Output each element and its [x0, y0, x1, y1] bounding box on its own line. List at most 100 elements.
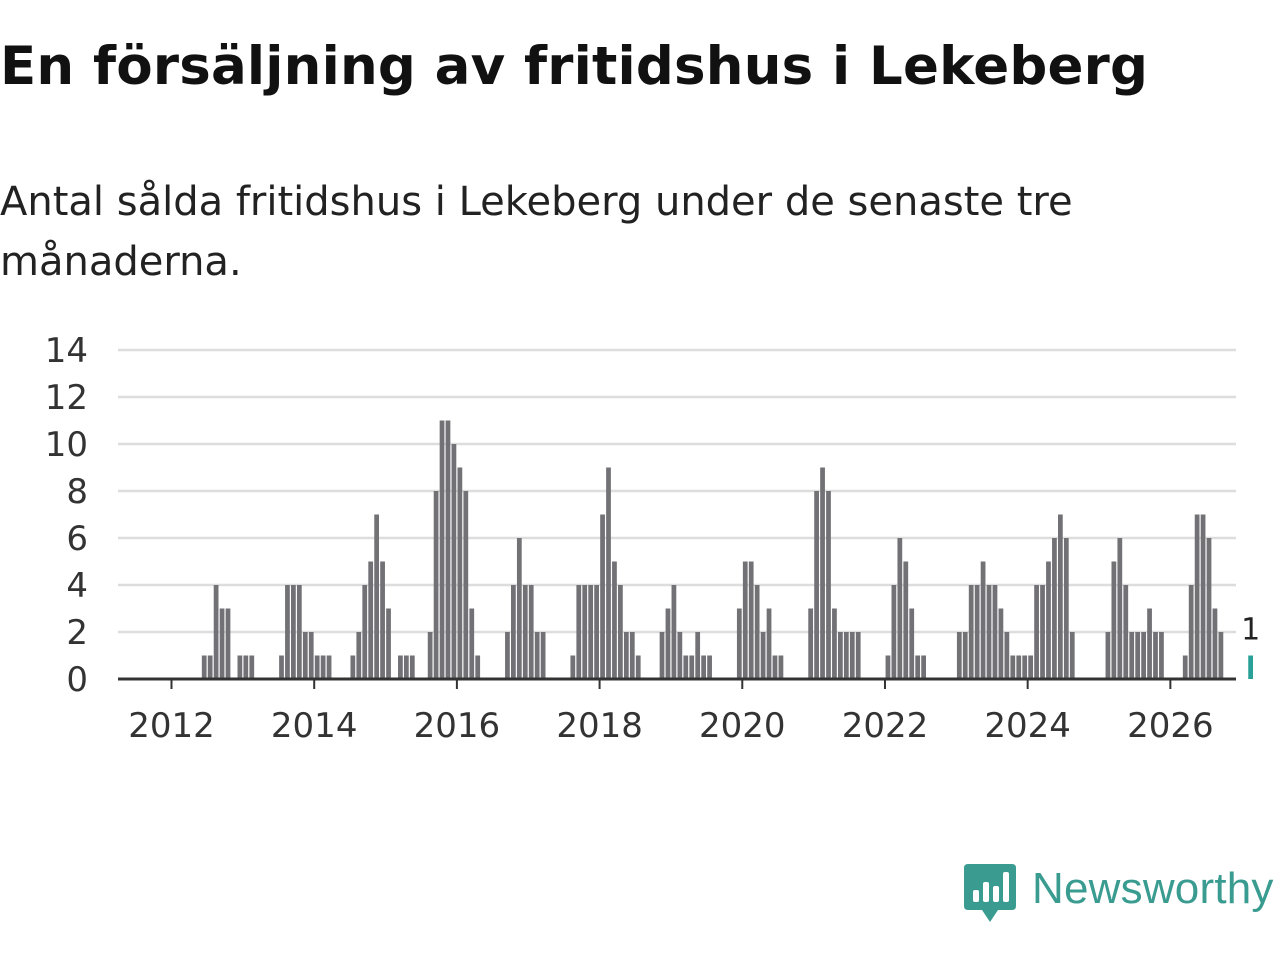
- bar: [956, 632, 962, 679]
- bar: [701, 655, 707, 679]
- bar: [1022, 655, 1028, 679]
- y-tick-label: 6: [66, 519, 88, 559]
- bar: [570, 655, 576, 679]
- bar: [1212, 608, 1218, 679]
- bar: [1206, 538, 1212, 679]
- bar: [528, 585, 534, 679]
- bar: [962, 632, 968, 679]
- bar: [814, 491, 819, 679]
- bar: [1034, 585, 1039, 679]
- newsworthy-logo-icon: [964, 864, 1016, 922]
- bar: [974, 585, 980, 679]
- bar: [457, 467, 463, 679]
- bar: [606, 467, 611, 679]
- bar: [1046, 561, 1051, 679]
- bar: [326, 655, 332, 679]
- bar: [1111, 561, 1117, 679]
- chart-subtitle: Antal sålda fritidshus i Lekeberg under …: [0, 179, 1073, 285]
- bar: [398, 655, 403, 679]
- bar: [409, 655, 415, 679]
- x-tick-label: 2024: [984, 706, 1071, 746]
- bar: [403, 655, 409, 679]
- bar: [629, 632, 635, 679]
- bar: [219, 608, 225, 679]
- x-tick-label: 2020: [699, 706, 786, 746]
- bar: [314, 655, 320, 679]
- bar: [445, 420, 451, 679]
- x-tick-label: 2026: [1127, 706, 1214, 746]
- bar: [748, 561, 754, 679]
- bar: [707, 655, 712, 679]
- bar: [522, 585, 528, 679]
- y-tick-label: 0: [66, 660, 88, 700]
- bar: [1004, 632, 1010, 679]
- x-tick-label: 2014: [271, 706, 358, 746]
- bar: [677, 632, 683, 679]
- bar: [849, 632, 855, 679]
- bar: [380, 561, 385, 679]
- bar: [1129, 632, 1135, 679]
- bar: [356, 632, 362, 679]
- x-tick-label: 2022: [842, 706, 929, 746]
- bar: [992, 585, 998, 679]
- bar: [368, 561, 374, 679]
- brand-name: Newsworthy: [1032, 864, 1274, 913]
- bar: [766, 608, 772, 679]
- bar: [540, 632, 546, 679]
- bar: [891, 585, 897, 679]
- y-tick-label: 4: [66, 566, 88, 606]
- bar: [1188, 585, 1194, 679]
- y-tick-label: 10: [45, 425, 88, 465]
- bar: [778, 655, 784, 679]
- bar: [671, 585, 677, 679]
- bar: [582, 585, 588, 679]
- bar: [1153, 632, 1158, 679]
- bar: [695, 632, 701, 679]
- bar: [1135, 632, 1141, 679]
- bar: [350, 655, 356, 679]
- bar: [374, 514, 380, 679]
- bar: [897, 538, 903, 679]
- bar: [594, 585, 599, 679]
- bar: [291, 585, 296, 679]
- bar: [1182, 655, 1188, 679]
- bar-data-label: 1: [1241, 613, 1260, 648]
- bar: [308, 632, 314, 679]
- bar: [659, 632, 665, 679]
- bar: [612, 561, 617, 679]
- bar: [439, 420, 445, 679]
- bar: [427, 632, 433, 679]
- bar: [808, 608, 814, 679]
- bar: [588, 585, 594, 679]
- bar: [600, 514, 605, 679]
- bar: [832, 608, 837, 679]
- bar: [296, 585, 302, 679]
- bar: [838, 632, 843, 679]
- bar: [243, 655, 249, 679]
- bar: [618, 585, 623, 679]
- bar: [921, 655, 926, 679]
- bar: [302, 632, 308, 679]
- newsworthy-brand: Newsworthy: [964, 864, 1274, 926]
- bar: [742, 561, 748, 679]
- bar: [463, 491, 469, 679]
- y-tick-label: 12: [45, 378, 88, 418]
- bar: [826, 491, 831, 679]
- bar: [1063, 538, 1069, 679]
- bar: [362, 585, 368, 679]
- bar: [1052, 538, 1057, 679]
- x-tick-label: 2012: [128, 706, 215, 746]
- bar: [1040, 585, 1045, 679]
- bar: [635, 655, 641, 679]
- bar: [968, 585, 974, 679]
- bar: [683, 655, 689, 679]
- bar: [915, 655, 921, 679]
- bar: [475, 655, 481, 679]
- bar: [201, 655, 207, 679]
- x-tick-label: 2016: [414, 706, 501, 746]
- bar: [451, 444, 457, 679]
- bar: [433, 491, 439, 679]
- bar: [1147, 608, 1152, 679]
- bar: [623, 632, 629, 679]
- bar: [772, 655, 778, 679]
